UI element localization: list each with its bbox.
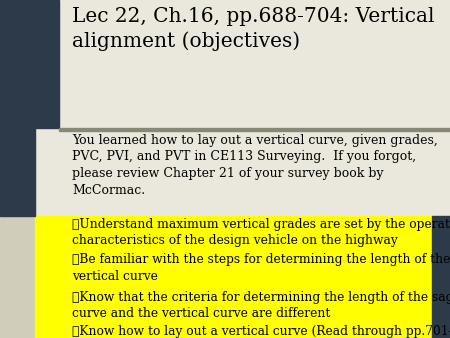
Bar [35,216,450,338]
Text: Lec 22, Ch.16, pp.688-704: Vertical
alignment (objectives): Lec 22, Ch.16, pp.688-704: Vertical alig… [72,7,435,51]
Bar [0,0,58,128]
Bar [58,128,450,131]
Text: You learned how to lay out a vertical curve, given grades,
PVC, PVI, and PVT in : You learned how to lay out a vertical cu… [72,134,438,197]
Text: ➤Know how to lay out a vertical curve (Read through pp.701-
705.): ➤Know how to lay out a vertical curve (R… [72,325,450,338]
Text: ➤Know that the criteria for determining the length of the sag
curve and the vert: ➤Know that the criteria for determining … [72,291,450,320]
Text: ➤Understand maximum vertical grades are set by the operating
characteristics of : ➤Understand maximum vertical grades are … [72,218,450,247]
Bar [0,128,35,216]
Text: ➤Be familiar with the steps for determining the length of the
vertical curve: ➤Be familiar with the steps for determin… [72,254,450,283]
Bar [432,216,450,338]
Bar [58,0,450,128]
Bar [35,128,450,216]
